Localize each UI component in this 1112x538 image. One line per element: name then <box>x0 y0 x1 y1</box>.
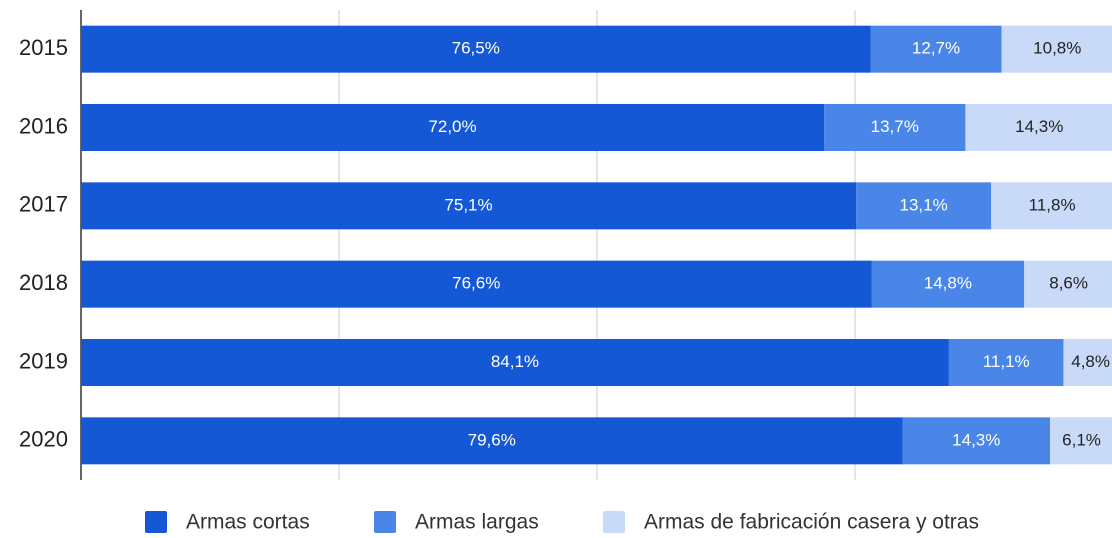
data-label: 14,3% <box>952 430 1000 449</box>
bar-segment <box>81 25 871 73</box>
data-label: 12,7% <box>912 39 960 58</box>
data-label: 76,5% <box>452 39 500 58</box>
y-tick-label: 2020 <box>19 427 68 452</box>
bar-segment <box>870 25 1002 73</box>
legend-label: Armas cortas <box>186 511 310 534</box>
bar-segment <box>1001 25 1112 73</box>
data-label: 72,0% <box>428 117 476 136</box>
bar-segment <box>824 104 966 151</box>
data-label: 11,8% <box>1029 195 1076 214</box>
bar-segment <box>81 339 949 386</box>
data-label: 14,3% <box>1015 117 1063 136</box>
y-tick-label: 2016 <box>19 113 68 138</box>
legend-swatch <box>145 511 167 533</box>
bar-segment <box>81 417 903 465</box>
y-tick-label: 2015 <box>19 35 68 60</box>
legend-swatch <box>374 511 396 533</box>
data-label: 8,6% <box>1049 274 1088 293</box>
legend-label: Armas de fabricación casera y otras <box>644 511 979 534</box>
bar-segment <box>871 260 1025 308</box>
data-label: 84,1% <box>491 352 539 371</box>
bar-segment <box>1050 417 1112 465</box>
bar-segment <box>965 104 1112 151</box>
data-label: 4,8% <box>1071 352 1110 371</box>
data-label: 6,1% <box>1062 430 1101 449</box>
bar-segment <box>1063 339 1112 386</box>
bar-segment <box>81 104 825 151</box>
data-label: 75,1% <box>444 195 492 214</box>
bar-segment <box>81 182 857 230</box>
legend-label: Armas largas <box>415 511 539 534</box>
data-label: 13,1% <box>900 195 948 214</box>
bar-segment <box>991 182 1112 230</box>
bar-segment <box>856 182 992 230</box>
y-tick-label: 2019 <box>19 348 68 373</box>
y-tick-label: 2017 <box>19 192 68 217</box>
bar-segment <box>1024 260 1112 308</box>
bar-segment <box>948 339 1064 386</box>
bar-segment <box>81 260 872 308</box>
data-label: 11,1% <box>983 352 1030 371</box>
data-label: 10,8% <box>1033 39 1081 58</box>
data-label: 13,7% <box>871 117 919 136</box>
legend-swatch <box>603 511 625 533</box>
bar-segment <box>902 417 1051 465</box>
data-label: 79,6% <box>468 430 516 449</box>
data-label: 14,8% <box>924 274 972 293</box>
y-tick-label: 2018 <box>19 270 68 295</box>
data-label: 76,6% <box>452 274 500 293</box>
